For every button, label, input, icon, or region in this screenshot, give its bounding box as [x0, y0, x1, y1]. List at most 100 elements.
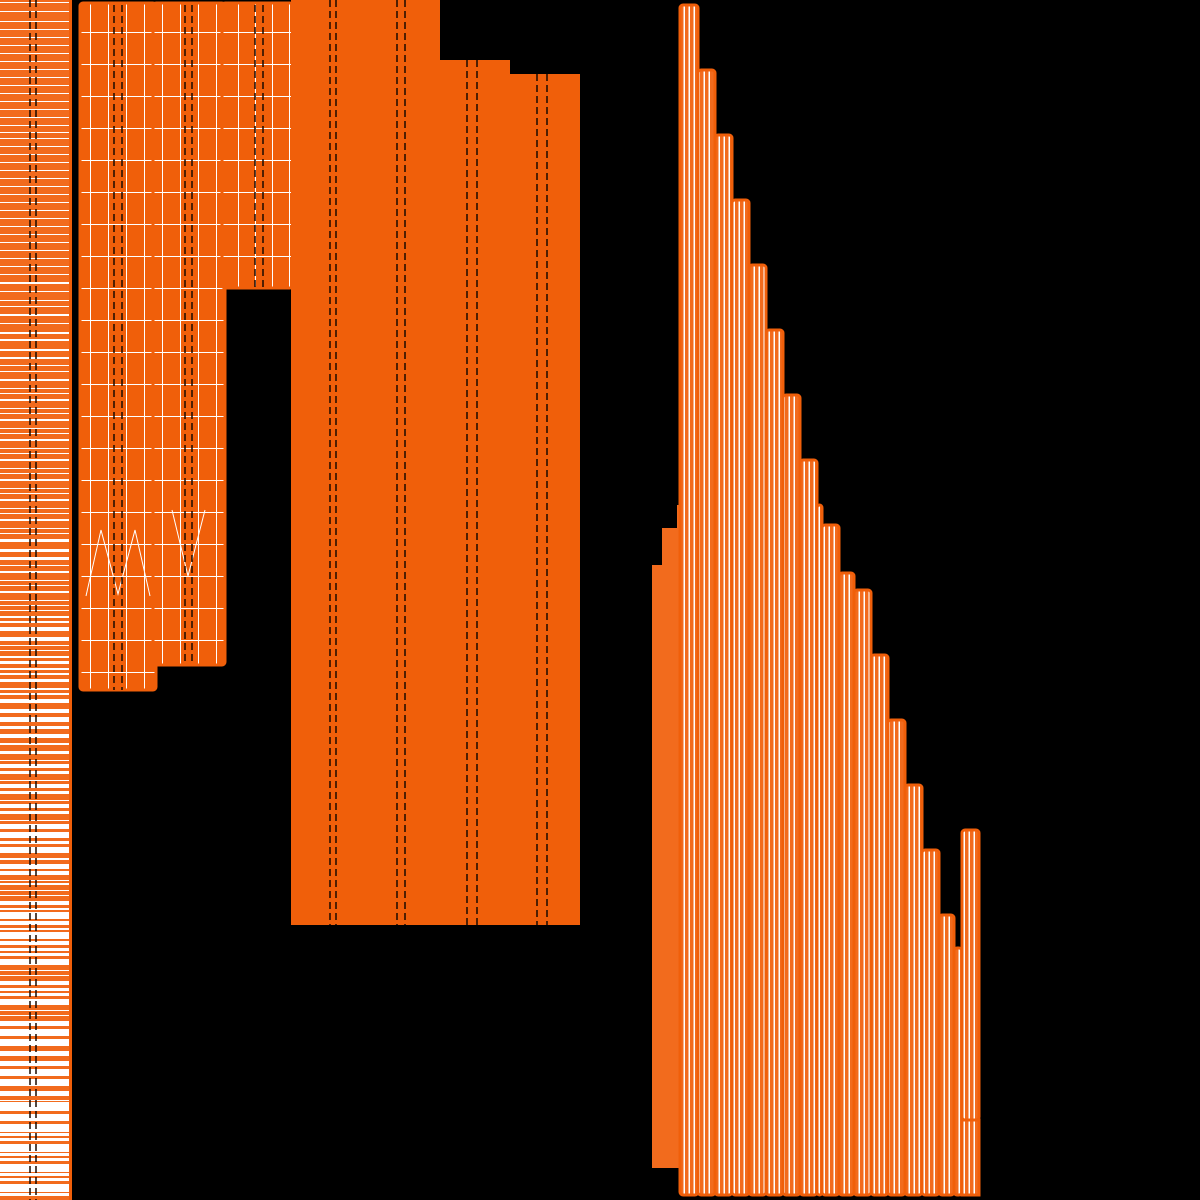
strip-line: [0, 932, 69, 939]
uv-panel: [151, 1, 227, 667]
strip-line: [0, 291, 69, 292]
strip-line: [0, 751, 69, 754]
strip-line: [0, 357, 69, 359]
uv-column: [886, 718, 907, 1197]
uv-column: [713, 133, 734, 1197]
strip-line: [0, 890, 69, 891]
strip-line: [0, 146, 69, 147]
strip-line: [0, 699, 69, 703]
strip-line: [0, 771, 69, 774]
strip-line: [0, 627, 69, 631]
strip-line: [0, 988, 69, 991]
strip-line: [0, 186, 69, 187]
uv-column: [920, 848, 941, 1197]
strip-line: [0, 616, 69, 618]
strip-line: [0, 539, 69, 542]
strip-line: [0, 439, 69, 441]
uv-sliver: [652, 505, 682, 1168]
strip-line: [0, 864, 69, 869]
strip-line: [0, 1015, 69, 1016]
uv-column: [747, 263, 768, 1197]
strip-line: [0, 760, 69, 761]
strip-line: [0, 1153, 69, 1156]
uv-column: [781, 393, 802, 1197]
strip-line: [0, 610, 69, 611]
strip-line: [0, 1010, 69, 1011]
strip-line: [0, 804, 69, 808]
strip-line: [0, 621, 69, 623]
strip-line: [0, 975, 69, 976]
strip-line: [0, 69, 69, 70]
strip-line: [0, 528, 69, 529]
strip-line: [0, 2, 69, 3]
uv-column: [696, 68, 717, 1197]
strip-line: [0, 1039, 69, 1046]
strip-line: [0, 858, 69, 860]
strip-line: [0, 1173, 69, 1176]
strip-line: [0, 688, 69, 690]
strip-line: [0, 21, 69, 22]
strip-line: [0, 170, 69, 171]
strip-line: [0, 999, 69, 1005]
uv-column: [837, 571, 856, 1197]
strip-line: [0, 202, 69, 203]
strip-line: [0, 433, 69, 434]
strip-line: [0, 349, 69, 351]
strip-line: [0, 250, 69, 251]
strip-line: [0, 1144, 69, 1152]
strip-line: [0, 948, 69, 951]
strip-line: [0, 493, 69, 494]
strip-line: [0, 45, 69, 46]
strip-line: [0, 585, 69, 586]
strip-line: [0, 488, 69, 489]
uv-column: [798, 458, 819, 1197]
uv-column: [960, 1118, 981, 1197]
strip-line: [0, 709, 69, 713]
strip-line: [0, 1178, 69, 1181]
strip-line: [0, 784, 69, 788]
strip-line: [0, 880, 69, 881]
strip-line: [0, 871, 69, 875]
uv-column: [869, 653, 890, 1197]
strip-line: [0, 365, 69, 366]
strip-line: [0, 37, 69, 38]
strip-line: [0, 764, 69, 768]
strip-line: [0, 93, 69, 94]
strip-line: [0, 132, 69, 133]
strip-line: [0, 679, 69, 682]
strip-line: [0, 921, 69, 925]
strip-line: [0, 428, 69, 429]
uv-column: [937, 913, 956, 1197]
strip-line: [0, 953, 69, 956]
strip-line: [0, 29, 69, 30]
strip-line: [0, 895, 69, 896]
strip-line: [0, 993, 69, 996]
strip-line: [0, 194, 69, 195]
strip-line: [0, 549, 69, 552]
strip-line: [0, 1061, 69, 1066]
strip-line: [0, 339, 69, 341]
strip-line: [0, 668, 69, 670]
strip-line: [0, 138, 69, 139]
strip-line: [0, 908, 69, 910]
strip-line: [0, 11, 69, 12]
strip-line: [0, 77, 69, 78]
strip-line: [0, 1102, 69, 1111]
strip-line: [0, 650, 69, 651]
strip-line: [0, 557, 69, 560]
strip-line: [0, 413, 69, 414]
strip-line: [0, 780, 69, 781]
strip-line: [0, 637, 69, 641]
strip-line: [0, 266, 69, 267]
left-strip: [0, 0, 72, 1200]
strip-line: [0, 820, 69, 821]
strip-line: [0, 393, 69, 394]
strip-line: [0, 959, 69, 965]
strip-line: [0, 791, 69, 794]
strip-line: [0, 673, 69, 675]
uv-seam: [85, 509, 206, 597]
strip-line: [0, 591, 69, 593]
strip-line: [0, 743, 69, 745]
strip-line: [0, 605, 69, 606]
